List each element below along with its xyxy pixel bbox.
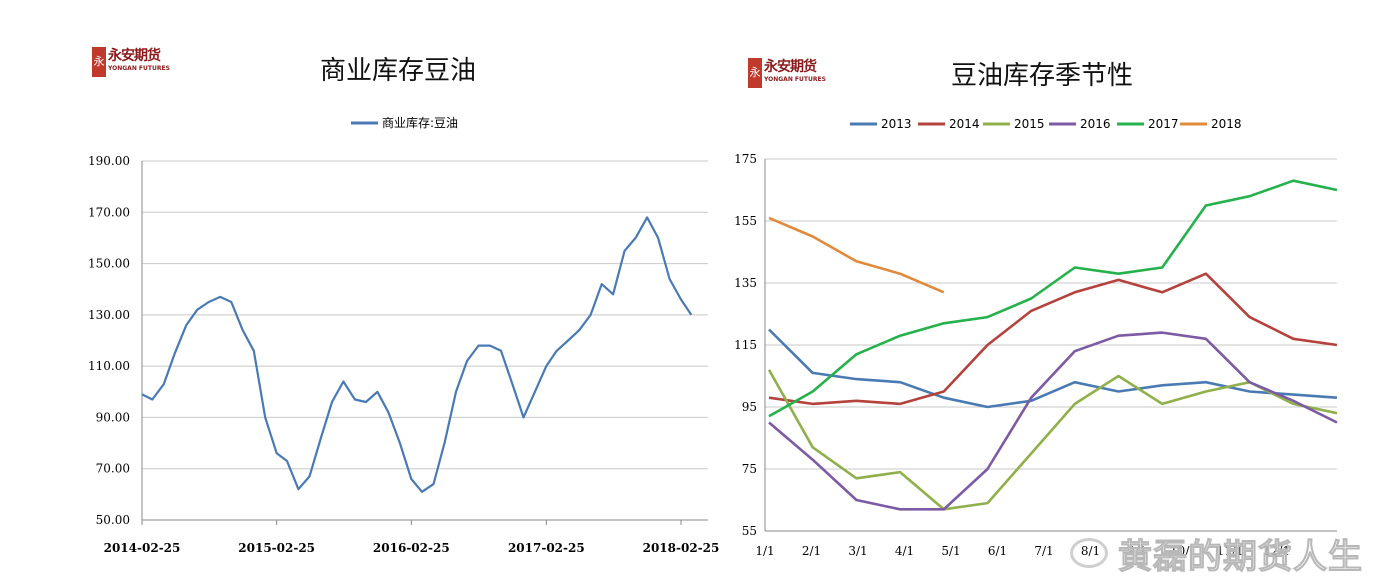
legend-label: 2015 bbox=[1014, 117, 1045, 131]
x-tick-label: 12/1 bbox=[1263, 544, 1290, 558]
x-tick-label: 1/1 bbox=[755, 544, 774, 558]
logo-cn: 永安期货 bbox=[108, 48, 161, 64]
logo-en: YONGAN FUTURES bbox=[764, 76, 826, 83]
series-line-2016 bbox=[768, 331, 1338, 511]
y-tick-label: 115 bbox=[734, 338, 757, 352]
series-line bbox=[141, 216, 693, 493]
series-line-2015 bbox=[767, 369, 1338, 511]
x-tick-label: 11/1 bbox=[1217, 544, 1244, 558]
x-tick-label: 4/1 bbox=[895, 544, 914, 558]
chart-panel-left: 永 永安期货 YONGAN FUTURES 商业库存豆油 商业库存:豆油 190.… bbox=[88, 47, 720, 555]
line-chart: 商业库存:豆油 190.00 170.00 150.00 130.00 110.00 90.… bbox=[88, 115, 720, 555]
y-tick-label: 150.00 bbox=[88, 257, 130, 271]
y-tick-label: 190.00 bbox=[88, 154, 130, 168]
legend-label: 2014 bbox=[949, 117, 980, 131]
y-tick-label: 90.00 bbox=[96, 410, 130, 424]
series-line-2018 bbox=[768, 216, 945, 294]
x-tick-label: 2016-02-25 bbox=[373, 541, 450, 555]
x-tick-label: 2018-02-25 bbox=[643, 541, 720, 555]
y-tick-label: 70.00 bbox=[96, 462, 130, 476]
watermark: 黄磊的期货人生 bbox=[1070, 528, 1395, 578]
chart-title: 豆油库存季节性 bbox=[951, 61, 1134, 91]
x-tick-label: 6/1 bbox=[988, 544, 1007, 558]
x-tick-label: 10/1 bbox=[1170, 544, 1197, 558]
logo-mark-icon: 永 bbox=[748, 58, 762, 88]
logo-en: YONGAN FUTURES bbox=[108, 65, 170, 72]
y-tick-label: 175 bbox=[734, 152, 757, 166]
legend-label: 商业库存:豆油 bbox=[382, 115, 458, 130]
y-tick-label: 75 bbox=[742, 462, 757, 476]
series-line-2013 bbox=[768, 328, 1338, 409]
y-tick-label: 55 bbox=[742, 524, 757, 538]
y-tick-label: 135 bbox=[734, 276, 757, 290]
x-tick-label: 9/1 bbox=[1127, 544, 1146, 558]
x-tick-label: 7/1 bbox=[1034, 544, 1053, 558]
company-logo: 永 永安期货 YONGAN FUTURES bbox=[92, 47, 170, 77]
chart-title: 商业库存豆油 bbox=[320, 56, 477, 86]
series-line-2017 bbox=[768, 179, 1338, 418]
x-tick-label: 5/1 bbox=[941, 544, 960, 558]
watermark-text: 黄磊的期货人生 bbox=[1118, 536, 1363, 577]
legend-label: 2016 bbox=[1080, 117, 1111, 131]
logo-cn: 永安期货 bbox=[764, 59, 817, 75]
legend-label: 2017 bbox=[1148, 117, 1179, 131]
y-tick-label: 110.00 bbox=[88, 359, 130, 373]
seasonal-line-chart: 2013 2014 2015 2016 2017 2018 175 155 135 115 95 75… bbox=[734, 117, 1338, 558]
weibo-icon bbox=[1070, 538, 1108, 568]
x-tick-label: 2014-02-25 bbox=[104, 541, 181, 555]
x-tick-label: 2/1 bbox=[802, 544, 821, 558]
x-tick-label: 2017-02-25 bbox=[508, 541, 585, 555]
y-tick-label: 155 bbox=[734, 214, 757, 228]
legend-label: 2013 bbox=[881, 117, 912, 131]
company-logo: 永 永安期货 YONGAN FUTURES bbox=[748, 58, 826, 88]
series-line-2014 bbox=[768, 272, 1338, 406]
x-tick-label: 2015-02-25 bbox=[238, 541, 315, 555]
y-tick-label: 95 bbox=[742, 400, 757, 414]
y-tick-label: 130.00 bbox=[88, 308, 130, 322]
legend-label: 2018 bbox=[1211, 117, 1242, 131]
x-tick-label: 3/1 bbox=[848, 544, 867, 558]
y-tick-label: 50.00 bbox=[96, 513, 130, 527]
y-tick-label: 170.00 bbox=[88, 205, 130, 219]
chart-panel-right: 永 永安期货 YONGAN FUTURES 豆油库存季节性 2013 2014 20… bbox=[720, 0, 1400, 587]
logo-mark-icon: 永 bbox=[92, 47, 106, 77]
